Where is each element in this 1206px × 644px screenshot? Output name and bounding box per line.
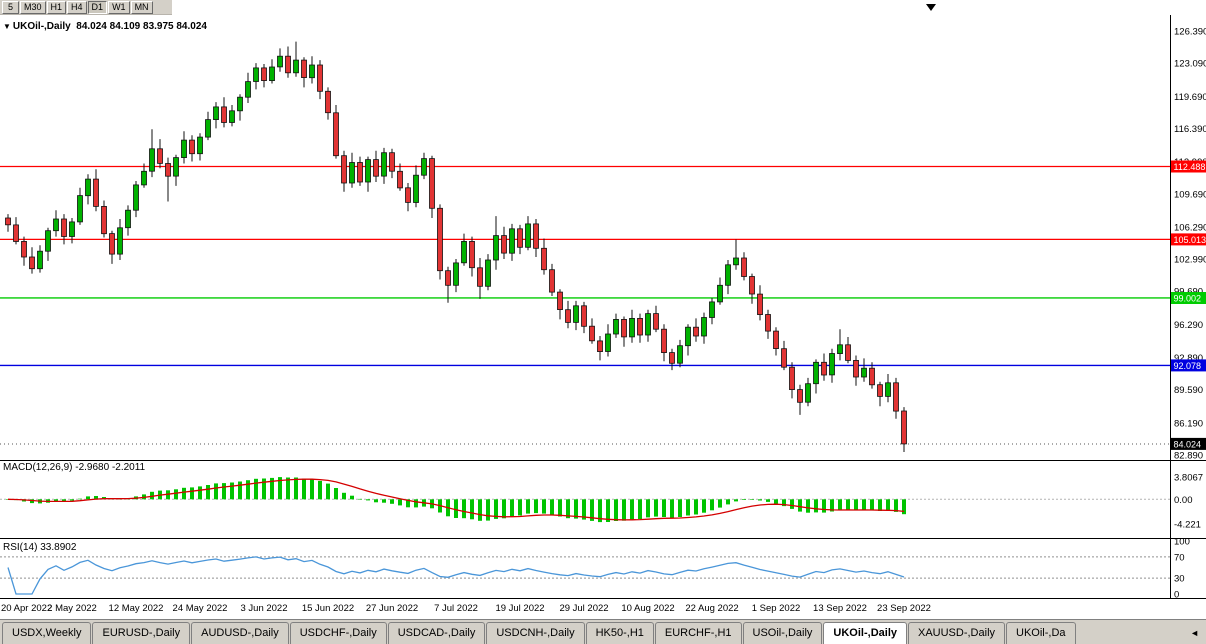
timeframe-button-W1[interactable]: W1: [108, 0, 130, 14]
svg-text:0.00: 0.00: [1174, 495, 1193, 506]
svg-text:92.078: 92.078: [1174, 361, 1202, 371]
svg-text:20 Apr 2022: 20 Apr 2022: [1, 603, 52, 614]
tab-scroll-left-icon[interactable]: ◄: [1190, 628, 1199, 638]
chart-tab-ukoil-da[interactable]: UKOil-,Da: [1006, 622, 1076, 644]
svg-text:30: 30: [1174, 574, 1185, 585]
macd-axis[interactable]: 3.8067 0.00 -4.221: [1174, 473, 1203, 531]
svg-text:109.690: 109.690: [1174, 189, 1206, 200]
chart-collapse-icon[interactable]: ▼: [3, 22, 11, 31]
timeframe-toolbar: 5 M30 H1 H4 D1 W1 MN: [0, 0, 172, 15]
svg-text:12 May 2022: 12 May 2022: [109, 603, 164, 614]
svg-text:27 Jun 2022: 27 Jun 2022: [366, 603, 418, 614]
rsi-line: [7, 556, 905, 595]
svg-text:1 Sep 2022: 1 Sep 2022: [752, 603, 801, 614]
svg-text:82.890: 82.890: [1174, 451, 1203, 462]
svg-text:99.002: 99.002: [1174, 294, 1202, 304]
chart-tab-eurchf-h1[interactable]: EURCHF-,H1: [654, 622, 742, 644]
svg-text:119.690: 119.690: [1174, 92, 1206, 103]
svg-text:92.890: 92.890: [1174, 353, 1203, 364]
svg-text:106.290: 106.290: [1174, 222, 1206, 233]
timeframe-button-MN[interactable]: MN: [130, 0, 153, 14]
chart-shift-marker-icon[interactable]: [926, 4, 936, 11]
rsi-axis[interactable]: 100 70 30 0: [1174, 537, 1190, 601]
top-toolbar-strip: 5 M30 H1 H4 D1 W1 MN: [0, 0, 1206, 15]
svg-text:123.090: 123.090: [1174, 59, 1206, 70]
chart-tab-xauusd-daily[interactable]: XAUUSD-,Daily: [908, 622, 1006, 644]
svg-text:22 Aug 2022: 22 Aug 2022: [685, 603, 738, 614]
timeframe-button-5[interactable]: 5: [2, 0, 19, 14]
svg-text:84.024: 84.024: [1174, 439, 1202, 449]
rsi-indicator-label: RSI(14) 33.8902: [3, 542, 77, 553]
svg-text:126.390: 126.390: [1174, 27, 1206, 38]
chart-tab-ukoil-daily[interactable]: UKOil-,Daily: [823, 622, 907, 644]
horizontal-level-lines[interactable]: [0, 165, 1170, 367]
chart-title: ▼ UKOil-,Daily 84.024 84.109 83.975 84.02…: [3, 21, 207, 32]
svg-text:105.013: 105.013: [1174, 235, 1206, 245]
timeframe-button-H1[interactable]: H1: [46, 0, 67, 14]
timeframe-button-M30[interactable]: M30: [20, 0, 46, 14]
svg-text:96.290: 96.290: [1174, 320, 1203, 331]
svg-text:89.590: 89.590: [1174, 385, 1203, 396]
svg-text:-4.221: -4.221: [1174, 520, 1201, 531]
chart-tab-usdchf-daily[interactable]: USDCHF-,Daily: [289, 622, 387, 644]
svg-text:23 Sep 2022: 23 Sep 2022: [877, 603, 931, 614]
svg-text:13 Sep 2022: 13 Sep 2022: [813, 603, 867, 614]
chart-title-symbol: UKOil-,Daily: [12, 21, 71, 32]
svg-text:116.390: 116.390: [1174, 124, 1206, 135]
svg-text:15 Jun 2022: 15 Jun 2022: [302, 603, 354, 614]
macd-indicator-label: MACD(12,26,9) -2.9680 -2.2011: [3, 462, 146, 473]
svg-text:100: 100: [1174, 537, 1190, 548]
chart-tab-hk50-h1[interactable]: HK50-,H1: [585, 622, 654, 644]
svg-text:3.8067: 3.8067: [1174, 473, 1203, 484]
svg-text:24 May 2022: 24 May 2022: [173, 603, 228, 614]
chart-tab-audusd-daily[interactable]: AUDUSD-,Daily: [191, 622, 289, 644]
chart-tab-usdcnh-daily[interactable]: USDCNH-,Daily: [486, 622, 585, 644]
svg-text:2 May 2022: 2 May 2022: [47, 603, 97, 614]
svg-text:19 Jul 2022: 19 Jul 2022: [495, 603, 544, 614]
candles-layer: [5, 41, 907, 452]
chart-tab-eurusd-daily[interactable]: EURUSD-,Daily: [92, 622, 191, 644]
svg-text:3 Jun 2022: 3 Jun 2022: [240, 603, 287, 614]
timeframe-button-H4[interactable]: H4: [67, 0, 87, 14]
svg-text:112.488: 112.488: [1174, 162, 1206, 172]
svg-text:86.190: 86.190: [1174, 418, 1203, 429]
svg-text:70: 70: [1174, 552, 1185, 563]
svg-text:10 Aug 2022: 10 Aug 2022: [621, 603, 674, 614]
chart-tab-usdx-weekly[interactable]: USDX,Weekly: [2, 622, 92, 644]
price-axis-boxes: 112.488 105.013 99.002 92.078 84.024: [1171, 160, 1206, 450]
svg-text:0: 0: [1174, 590, 1179, 601]
chart-title-ohlc: 84.024 84.109 83.975 84.024: [76, 21, 207, 32]
panel-separators[interactable]: [0, 15, 1206, 599]
timeframe-button-D1[interactable]: D1: [87, 0, 108, 14]
chart-tab-usdcad-daily[interactable]: USDCAD-,Daily: [387, 622, 486, 644]
svg-text:7 Jul 2022: 7 Jul 2022: [434, 603, 478, 614]
svg-text:29 Jul 2022: 29 Jul 2022: [559, 603, 608, 614]
svg-text:102.990: 102.990: [1174, 255, 1206, 266]
macd-signal-line: [7, 478, 905, 521]
chart-tabs-bar: USDX,Weekly EURUSD-,Daily AUDUSD-,Daily USD…: [0, 619, 1206, 644]
chart-tab-usoil-daily[interactable]: USOil-,Daily: [742, 622, 823, 644]
